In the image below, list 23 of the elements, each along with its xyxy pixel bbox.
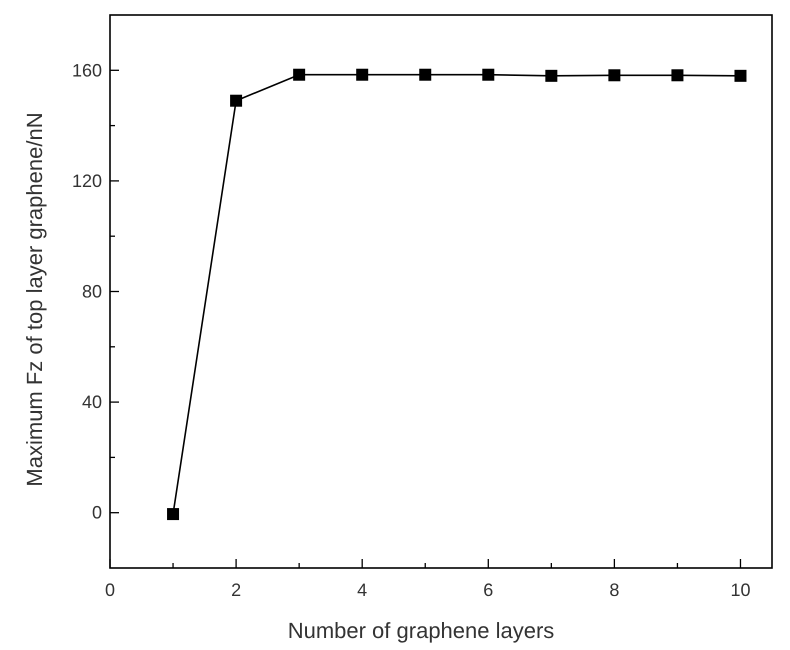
x-tick-label: 4	[357, 580, 368, 600]
y-tick-label: 160	[72, 60, 102, 80]
y-tick-label: 120	[72, 170, 102, 191]
y-tick-label: 0	[92, 502, 102, 523]
y-tick-label: 40	[82, 392, 102, 412]
point	[545, 70, 558, 82]
x-tick-label: 8	[609, 580, 620, 600]
x-tick-label: 0	[104, 580, 116, 600]
point	[167, 508, 180, 520]
point	[482, 68, 494, 81]
y-tick-label: 80	[82, 282, 102, 302]
point	[293, 68, 306, 81]
point	[419, 68, 432, 81]
x-tick-label: 6	[483, 580, 494, 600]
point	[734, 70, 746, 82]
point	[671, 69, 684, 82]
point	[608, 69, 620, 82]
x-axis-title: Number of graphene layers	[288, 618, 554, 643]
x-tick-label: 2	[231, 580, 242, 600]
point	[230, 94, 242, 107]
point	[356, 68, 368, 81]
y-axis-title: Maximum Fz of top layer graphene/nN	[22, 112, 47, 487]
x-tick-label: 10	[730, 580, 750, 600]
